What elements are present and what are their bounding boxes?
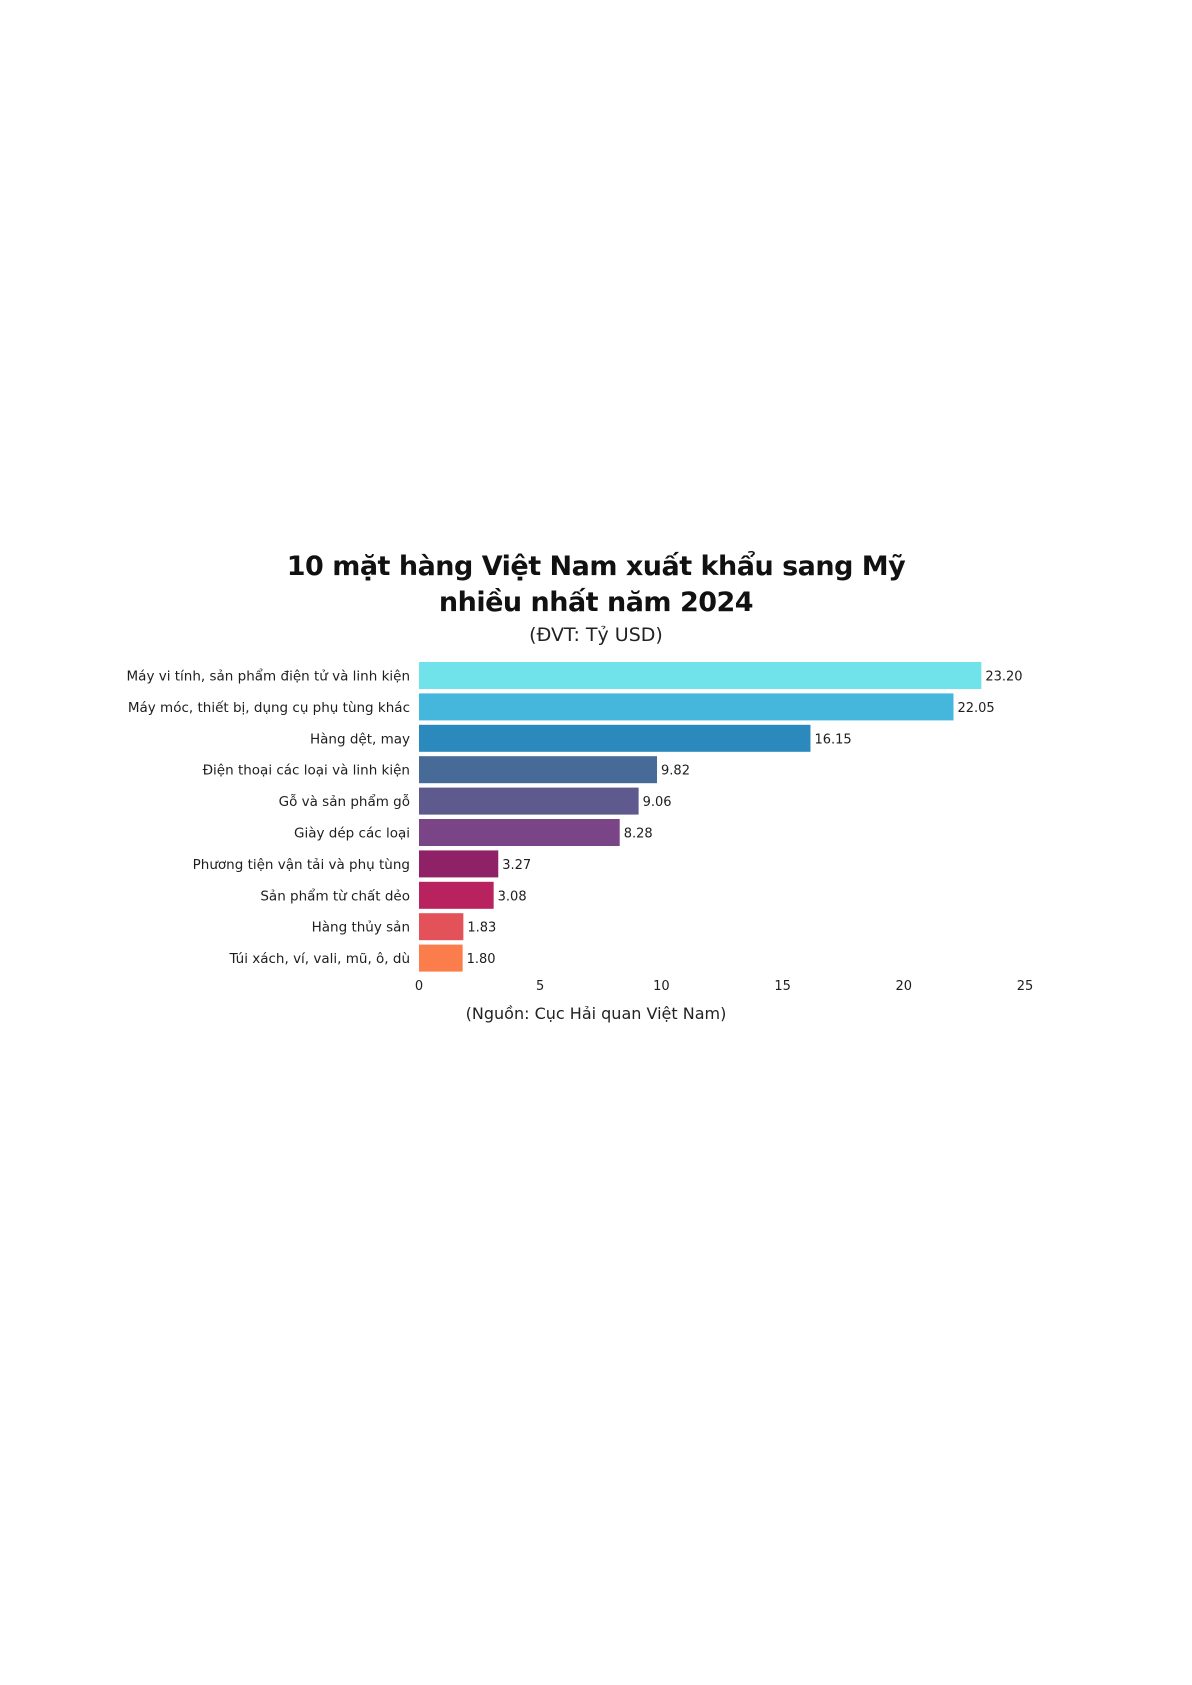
chart-title-line-2: nhiều nhất năm 2024 bbox=[438, 587, 754, 618]
x-tick-label-6: 25 bbox=[1017, 979, 1034, 994]
bar-6 bbox=[419, 819, 620, 846]
value-label-1: 23.20 bbox=[985, 670, 1022, 685]
category-label-8: Sản phẩm từ chất dẻo bbox=[260, 887, 410, 904]
category-label-2: Máy móc, thiết bị, dụng cụ phụ tùng khác bbox=[128, 699, 410, 716]
chart-subtitle-unit: (ĐVT: Tỷ USD) bbox=[529, 624, 663, 646]
category-label-9: Hàng thủy sản bbox=[312, 920, 410, 936]
bar-4 bbox=[419, 756, 658, 784]
chart-title-line-1: 10 mặt hàng Việt Nam xuất khẩu sang Mỹ bbox=[286, 551, 906, 582]
x-tick-label-2: 5 bbox=[536, 979, 544, 994]
bar-5 bbox=[419, 787, 639, 815]
category-label-3: Hàng dệt, may bbox=[310, 731, 410, 747]
category-label-7: Phương tiện vận tải và phụ tùng bbox=[193, 857, 410, 873]
value-label-9: 1.83 bbox=[467, 921, 496, 936]
bar-2 bbox=[419, 693, 954, 721]
chart-source-note: (Nguồn: Cục Hải quan Việt Nam) bbox=[465, 1004, 727, 1023]
x-tick-label-5: 20 bbox=[896, 979, 913, 994]
value-label-4: 9.82 bbox=[661, 764, 690, 779]
bar-8 bbox=[419, 881, 494, 909]
bar-9 bbox=[419, 913, 464, 941]
category-label-4: Điện thoại các loại và linh kiện bbox=[203, 763, 410, 779]
bar-3 bbox=[419, 724, 811, 752]
value-label-3: 16.15 bbox=[814, 732, 851, 747]
value-label-8: 3.08 bbox=[498, 889, 527, 904]
x-tick-label-4: 15 bbox=[774, 979, 791, 994]
category-label-1: Máy vi tính, sản phẩm điện tử và linh ki… bbox=[127, 668, 410, 685]
value-label-7: 3.27 bbox=[502, 858, 531, 873]
value-label-6: 8.28 bbox=[624, 827, 653, 842]
category-label-5: Gỗ và sản phẩm gỗ bbox=[279, 793, 410, 810]
bar-1 bbox=[419, 662, 982, 689]
bar-10 bbox=[419, 944, 463, 972]
value-label-2: 22.05 bbox=[957, 701, 994, 716]
category-label-6: Giày dép các loại bbox=[294, 826, 410, 842]
category-label-10: Túi xách, ví, vali, mũ, ô, dù bbox=[228, 951, 410, 967]
value-label-5: 9.06 bbox=[643, 795, 672, 810]
value-label-10: 1.80 bbox=[467, 952, 496, 967]
x-tick-label-1: 0 bbox=[415, 979, 423, 994]
bar-7 bbox=[419, 850, 499, 878]
x-tick-label-3: 10 bbox=[653, 979, 670, 994]
